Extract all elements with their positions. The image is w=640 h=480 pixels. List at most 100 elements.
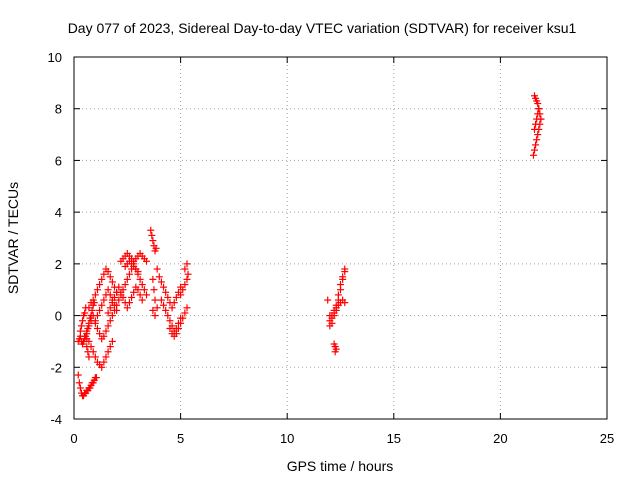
data-point [106,343,114,351]
data-point [181,309,189,317]
data-point [98,275,106,283]
y-tick-label: 4 [55,205,62,220]
data-point [108,337,116,345]
data-point [87,343,95,351]
data-point [162,306,170,314]
data-point [166,317,174,325]
data-point [106,291,114,299]
data-point [85,353,93,361]
data-point [153,304,161,312]
data-point [123,304,131,312]
plot-frame [73,56,608,420]
data-point [119,286,127,294]
data-point [102,353,110,361]
data-point [140,286,148,294]
data-point [183,275,191,283]
data-point [151,296,159,304]
data-point [108,299,116,307]
data-point [328,312,336,320]
data-point [160,301,168,309]
y-tick-label: -4 [50,412,62,427]
data-point [96,281,104,289]
data-point [149,306,157,314]
x-tick-label: 25 [600,431,614,446]
data-point [184,270,192,278]
data-point [151,312,159,320]
data-point [77,322,85,330]
data-point [157,296,165,304]
data-point [155,273,163,281]
data-point [85,337,93,345]
data-point [166,325,174,332]
data-point [142,257,150,265]
data-point [183,260,191,268]
data-point [115,296,123,304]
data-point [102,327,110,335]
data-point [100,332,108,340]
data-point [534,110,542,118]
data-point [100,270,108,278]
x-tick-label: 5 [177,431,184,446]
data-point [183,304,191,312]
data-point [532,141,540,149]
data-point [125,299,133,307]
data-point [85,322,93,330]
y-tick-label: 6 [55,153,62,168]
data-point [168,304,176,312]
data-point [106,273,114,281]
data-point [533,136,541,144]
data-point [136,275,144,283]
data-point [83,327,91,335]
data-point [85,304,93,312]
data-point [157,278,165,286]
data-point [115,283,123,291]
data-point [337,281,344,289]
data-point [125,270,133,278]
data-point [121,281,129,289]
data-point [108,312,116,320]
data-point [98,363,106,371]
data-point [172,330,180,338]
data-point [331,348,339,356]
data-point [179,286,187,294]
data-point [92,374,100,382]
y-tick-label: 0 [55,309,62,324]
data-point [104,286,112,294]
data-point [529,151,537,159]
data-point [531,125,539,133]
data-point [106,304,114,312]
data-point [100,296,108,304]
data-point [108,278,116,286]
data-point [179,314,187,322]
data-point [93,325,101,332]
data-point [164,293,172,301]
data-point [89,296,97,304]
data-point [326,317,334,325]
data-point [91,353,99,361]
data-point [123,275,131,283]
data-point [98,301,106,309]
data-point [164,312,172,320]
data-point [534,100,542,108]
y-tick-label: 8 [55,102,62,117]
data-point [136,291,144,299]
data-point [93,286,101,294]
data-point [339,273,347,281]
x-axis-label: GPS time / hours [287,458,394,474]
data-point [96,306,104,314]
data-point [150,286,158,294]
y-tick-label: 2 [55,257,62,272]
data-point [138,296,146,304]
data-point [334,291,342,299]
data-point [148,231,156,239]
data-point [153,265,161,273]
data-point [104,309,112,317]
data-point [134,268,142,276]
data-point [81,309,89,317]
data-point [79,317,87,325]
data-point [152,244,160,252]
data-point [162,288,170,296]
data-point [177,291,185,299]
data-point [76,384,84,392]
